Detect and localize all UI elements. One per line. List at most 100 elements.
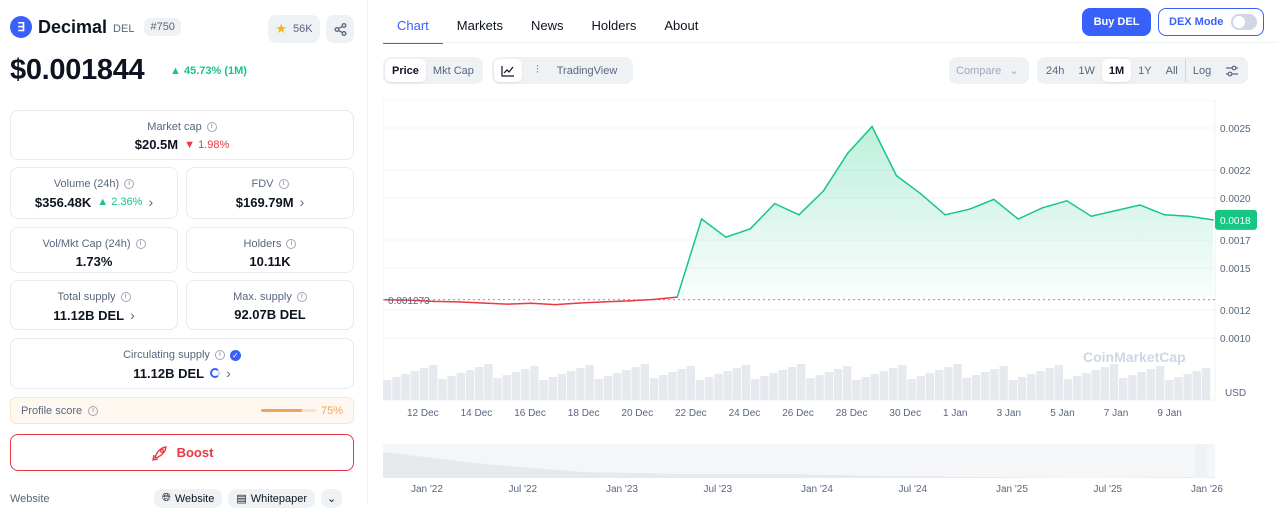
circulating-supply-card[interactable]: Circulating supply i ✓ 11.12B DEL › xyxy=(10,338,354,389)
share-icon xyxy=(334,22,346,36)
volume-bar xyxy=(907,379,916,400)
volume-card[interactable]: Volume (24h) i $356.48K ▲ 2.36% › xyxy=(10,167,178,219)
range-1y[interactable]: 1Y xyxy=(1138,64,1152,77)
volume-bar xyxy=(1146,369,1155,400)
price-chart[interactable]: 0.0025 0.0022 0.0020 0.0017 0.0015 0.0012 0.00… xyxy=(383,100,1263,500)
verified-icon: ✓ xyxy=(229,349,241,361)
info-icon[interactable]: i xyxy=(135,239,146,249)
coin-header: ∃ Decimal DEL #750 xyxy=(10,16,181,38)
volume-bar xyxy=(833,369,843,400)
fdv-value: $169.79M xyxy=(235,194,294,210)
volume-bar xyxy=(521,369,530,400)
volume-bar xyxy=(1008,380,1017,400)
tradingview-option[interactable]: ⫶ TradingView xyxy=(522,59,631,82)
x-tick-label: 18 Dec xyxy=(568,408,600,419)
volume-bar xyxy=(723,371,732,400)
x-tick-label: 14 Dec xyxy=(461,408,493,419)
volume-bar xyxy=(870,374,879,400)
start-price-label: 0.001273 xyxy=(388,296,430,307)
mktcap-option[interactable]: Mkt Cap xyxy=(432,64,474,77)
y-tick-label: 0.0010 xyxy=(1220,334,1251,345)
volume-bar xyxy=(898,365,907,400)
price-point xyxy=(1066,200,1068,202)
total-supply-card[interactable]: Total supply i 11.12B DEL › xyxy=(10,280,178,330)
buy-button[interactable]: Buy DEL xyxy=(1082,8,1151,36)
dex-mode-toggle[interactable]: DEX Mode xyxy=(1158,8,1264,36)
info-icon[interactable]: i xyxy=(214,350,225,360)
price-point xyxy=(1212,219,1214,221)
log-scale-toggle[interactable]: Log xyxy=(1184,59,1218,82)
compare-dropdown[interactable]: Compare ⌄ xyxy=(949,57,1029,84)
x-tick-label: 22 Dec xyxy=(675,408,707,419)
whitepaper-link[interactable]: ▤ Whitepaper xyxy=(228,489,316,508)
range-all[interactable]: All xyxy=(1165,64,1178,77)
info-icon[interactable]: i xyxy=(206,122,217,132)
price-point xyxy=(1017,218,1019,220)
volume-bar xyxy=(916,376,925,400)
website-link[interactable]: 🌐︎ Website xyxy=(154,489,223,508)
circulating-supply-value: 11.12B DEL xyxy=(133,365,205,381)
tab-news[interactable]: News xyxy=(531,18,564,33)
line-chart-icon xyxy=(501,65,514,77)
market-cap-label: Market cap xyxy=(147,121,202,133)
x-tick-label: 20 Dec xyxy=(621,408,653,419)
info-icon[interactable]: i xyxy=(124,179,135,189)
volume-bar xyxy=(1174,377,1183,400)
info-icon[interactable]: i xyxy=(120,292,131,302)
current-price-label: 0.0018 xyxy=(1220,216,1251,227)
volume-bar xyxy=(511,372,521,400)
range-1m[interactable]: 1M xyxy=(1101,59,1132,82)
price-point xyxy=(798,214,800,216)
tab-markets[interactable]: Markets xyxy=(456,18,504,33)
watchlist-count: 56K xyxy=(293,23,313,35)
line-chart-option[interactable] xyxy=(494,59,522,82)
info-icon[interactable]: i xyxy=(278,179,289,189)
volume-bar xyxy=(1073,376,1082,400)
info-icon[interactable]: i xyxy=(88,405,99,416)
info-icon[interactable]: i xyxy=(286,239,297,249)
profile-score[interactable]: Profile score i 75% xyxy=(10,397,354,424)
volume-bar xyxy=(383,380,392,400)
volume-bar xyxy=(1192,371,1201,400)
price-option[interactable]: Price xyxy=(385,59,426,82)
volume-bar xyxy=(1091,370,1100,400)
info-icon[interactable]: i xyxy=(296,292,307,302)
toggle-switch[interactable] xyxy=(1231,14,1258,30)
x-tick-label: 16 Dec xyxy=(514,408,546,419)
price-point xyxy=(505,303,508,305)
more-links-button[interactable]: ⌄ xyxy=(321,489,343,508)
profile-score-value: 75% xyxy=(320,405,343,417)
volume-value: $356.48K xyxy=(34,194,92,210)
decimal-logo-icon: ∃ xyxy=(10,16,32,38)
sliders-icon xyxy=(1226,65,1239,76)
boost-button[interactable]: Boost xyxy=(10,434,354,471)
tab-chart[interactable]: Chart xyxy=(383,18,443,44)
volume-bar xyxy=(953,364,962,400)
fdv-card[interactable]: FDV i $169.79M › xyxy=(186,167,354,219)
tab-about[interactable]: About xyxy=(664,18,699,33)
share-button[interactable] xyxy=(326,15,354,43)
volume-bar xyxy=(861,377,870,400)
chevron-right-icon: › xyxy=(148,194,154,210)
chevron-right-icon: › xyxy=(130,307,135,323)
range-1w[interactable]: 1W xyxy=(1078,64,1095,77)
market-cap-value: $20.5M xyxy=(134,137,179,152)
volume-bar xyxy=(741,365,751,400)
volume-bar xyxy=(475,367,484,400)
volume-bar xyxy=(1155,366,1165,400)
volume-bar xyxy=(769,373,778,400)
profile-score-bar xyxy=(261,409,316,412)
y-tick-label: 0.0017 xyxy=(1220,236,1251,247)
range-24h[interactable]: 24h xyxy=(1046,64,1065,77)
volume-bar xyxy=(760,376,769,400)
watchlist-button[interactable]: ★ 56K xyxy=(268,15,320,43)
price-point xyxy=(652,298,654,301)
dex-mode-label: DEX Mode xyxy=(1169,16,1224,28)
chart-settings-button[interactable] xyxy=(1218,59,1246,82)
tab-holders[interactable]: Holders xyxy=(591,18,637,33)
total-supply-value: 11.12B DEL xyxy=(53,307,125,323)
volume-bar xyxy=(815,375,824,400)
y-tick-label: 0.0012 xyxy=(1220,306,1251,317)
compare-label: Compare xyxy=(956,64,1002,77)
fdv-label: FDV xyxy=(251,178,274,190)
